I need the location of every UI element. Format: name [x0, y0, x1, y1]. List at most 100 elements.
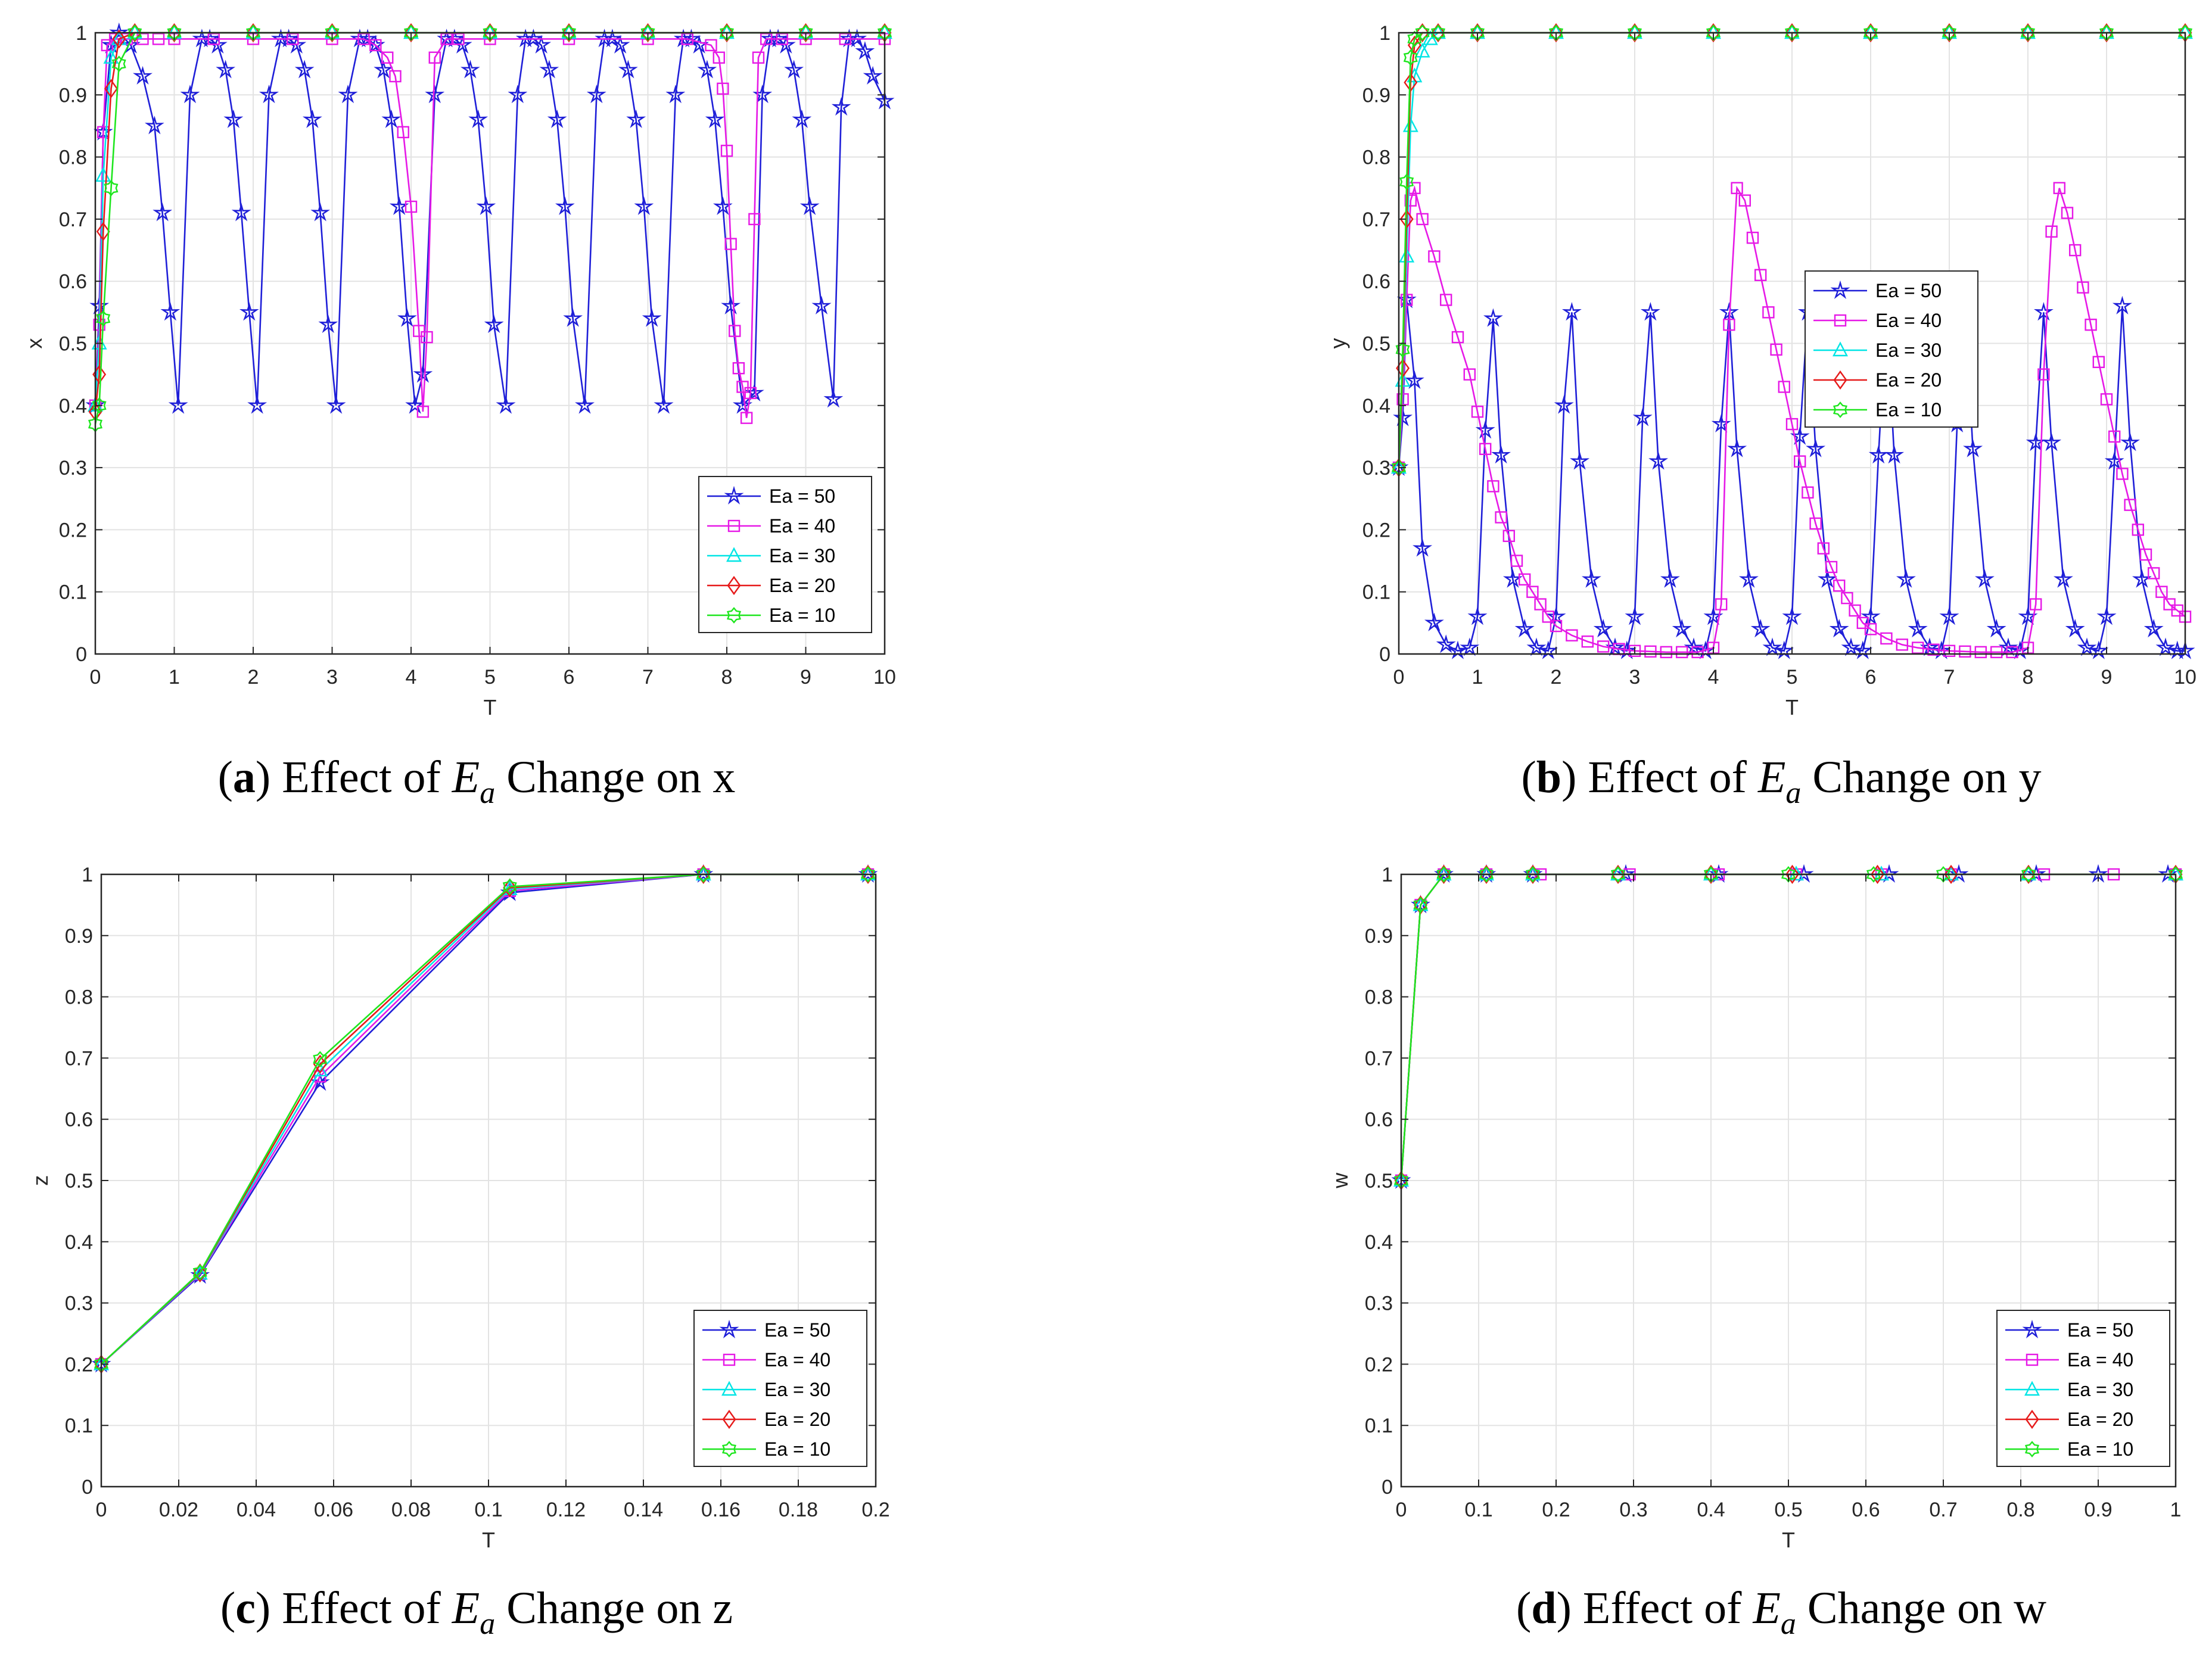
y-tick-label: 0.3 [65, 1292, 93, 1315]
data-point [839, 33, 851, 45]
data-point [2077, 637, 2097, 656]
data-point [1715, 598, 1728, 611]
data-point [127, 24, 143, 39]
data-point [1704, 864, 1718, 884]
legend-label: Ea = 10 [2067, 1438, 2133, 1460]
data-point [2033, 301, 2054, 321]
caption-symbol: E [1757, 752, 1785, 802]
x-tick-label: 0 [1393, 666, 1405, 689]
data-point [1451, 331, 1464, 344]
data-point [586, 84, 606, 104]
legend-label: Ea = 30 [769, 545, 835, 566]
data-point [2099, 23, 2114, 43]
data-point [860, 865, 876, 881]
data-point [1605, 637, 1625, 656]
data-point [2116, 468, 2129, 480]
data-point [1944, 864, 1958, 884]
data-point [1415, 24, 1430, 41]
data-point [1526, 864, 1540, 884]
data-point [1939, 606, 1959, 625]
caption: (b) Effect of Ea Change on y [1521, 752, 2041, 810]
x-tick-label: 0.9 [2084, 1499, 2112, 1521]
caption-paren-open: ( [220, 1583, 235, 1633]
legend-label: Ea = 40 [769, 515, 835, 537]
x-tick-label: 5 [1787, 666, 1798, 689]
data-point [279, 29, 299, 48]
data-point [547, 109, 567, 128]
data-point [823, 389, 844, 408]
data-point [259, 84, 279, 104]
data-point [503, 878, 517, 898]
legend-marker [727, 575, 741, 596]
data-point [180, 84, 200, 104]
series-line [94, 31, 886, 407]
series-line [1398, 300, 2185, 652]
data-point [484, 314, 504, 334]
data-point [1479, 443, 1492, 456]
y-axis-label: y [1326, 338, 1350, 349]
legend-marker [726, 547, 742, 562]
data-point [1510, 555, 1523, 567]
data-point [223, 109, 244, 128]
data-point [1581, 569, 1601, 588]
caption-paren-open: ( [1521, 752, 1536, 802]
data-point [2065, 619, 2085, 638]
data-point [413, 364, 433, 383]
data-point [397, 308, 417, 327]
data-point [860, 866, 875, 883]
legend-marker [1833, 370, 1847, 390]
data-point [1825, 560, 1838, 574]
y-tick-label: 0.6 [65, 1108, 93, 1131]
data-point [96, 222, 110, 241]
legend-label: Ea = 50 [2067, 1319, 2133, 1341]
data-point [216, 60, 236, 79]
legend: Ea = 50 Ea = 40 Ea = 30 Ea = 20 Ea = 10 [693, 1310, 867, 1467]
data-point [744, 387, 757, 400]
data-point [1871, 864, 1884, 884]
data-point [732, 395, 753, 414]
data-point [1770, 343, 1782, 356]
x-tick-label: 0.08 [391, 1499, 431, 1521]
data-point [2037, 368, 2050, 381]
data-point [1395, 341, 1410, 358]
y-tick-label: 0.1 [1365, 1415, 1393, 1437]
legend-marker [2025, 1409, 2039, 1429]
data-point [531, 35, 552, 54]
legend-box [1996, 1310, 2170, 1467]
data-point [641, 23, 655, 43]
data-point [776, 35, 796, 54]
data-point [2021, 864, 2036, 884]
data-point [1430, 24, 1446, 39]
legend-box [698, 476, 872, 633]
x-axis-label: T [1782, 1528, 1795, 1552]
legend-marker [1833, 341, 1848, 357]
x-axis-label: T [482, 1528, 495, 1552]
data-point [2077, 281, 2089, 294]
data-point [1526, 637, 1547, 656]
data-point [1727, 438, 1747, 457]
data-point [1648, 451, 1669, 470]
data-point [1802, 486, 1814, 499]
x-tick-label: 0.04 [237, 1499, 276, 1521]
data-point [496, 395, 516, 414]
data-point [192, 1264, 207, 1281]
data-point [792, 109, 812, 128]
data-point [705, 39, 717, 52]
data-point [127, 24, 142, 41]
data-point [325, 23, 339, 43]
data-point [338, 84, 358, 104]
data-point [562, 23, 576, 43]
data-point [2124, 499, 2136, 511]
data-point [861, 864, 875, 884]
y-tick-label: 0.3 [1365, 1292, 1393, 1315]
y-tick-label: 0.8 [59, 147, 87, 169]
data-point [428, 51, 441, 64]
data-point [1502, 530, 1516, 543]
data-point [1437, 864, 1451, 884]
data-point [101, 39, 114, 52]
data-point [1660, 569, 1680, 588]
legend-label: Ea = 50 [769, 485, 835, 507]
data-point [1502, 569, 1523, 588]
data-point [748, 213, 761, 226]
data-point [1864, 623, 1877, 636]
